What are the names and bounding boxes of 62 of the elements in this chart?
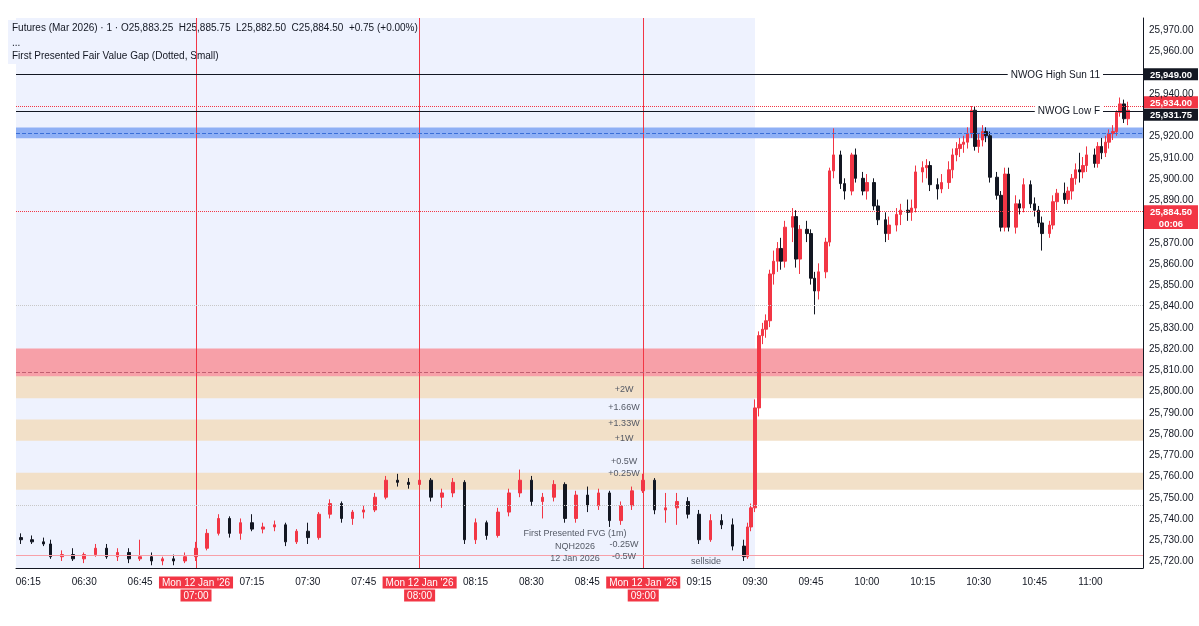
- annotation: -0.5W: [611, 551, 637, 561]
- y-tick-label: 25,770.00: [1149, 449, 1194, 461]
- y-tick-label: 25,720.00: [1149, 555, 1194, 567]
- x-tick-label: 06:45: [127, 575, 154, 587]
- x-tick-label: 06:15: [15, 575, 42, 587]
- y-tick-label: 25,820.00: [1149, 342, 1194, 354]
- annotation: First Presented FVG (1m): [523, 528, 627, 538]
- x-tick-label: 08:45: [574, 575, 601, 587]
- annotation: +0.5W: [610, 456, 638, 466]
- x-tick-label: 07:45: [351, 575, 377, 587]
- y-tick-label: 25,949.00: [1149, 68, 1193, 80]
- y-tick-label: 25,850.00: [1149, 279, 1194, 291]
- y-tick-label: 25,934.00: [1149, 96, 1193, 108]
- x-tick-label: 07:30: [295, 575, 321, 587]
- x-tick-label: Mon 12 Jan '26 09:00: [609, 577, 678, 601]
- y-tick-label: 25,740.00: [1149, 512, 1194, 524]
- y-tick-label: 25,900.00: [1149, 172, 1194, 184]
- y-tick-label: 25,780.00: [1149, 427, 1194, 439]
- x-tick-label: 08:30: [518, 575, 545, 587]
- y-tick-label: 25,730.00: [1149, 534, 1194, 546]
- annotation: +1.66W: [608, 402, 641, 412]
- y-tick-label: 25,960.00: [1149, 45, 1194, 57]
- y-tick-label: 25,920.00: [1149, 130, 1194, 142]
- annotation: 12 Jan 2026: [550, 553, 600, 563]
- y-tick-label: 25,810.00: [1149, 364, 1194, 376]
- y-tick-label: 25,910.00: [1149, 151, 1194, 163]
- x-tick-label: 09:30: [742, 575, 768, 587]
- y-tick-label: 25,840.00: [1149, 300, 1194, 312]
- y-tick-label: 25,750.00: [1149, 491, 1194, 503]
- x-tick-label: Mon 12 Jan '26 07:00: [161, 577, 231, 601]
- annotation: +2W: [614, 384, 634, 394]
- y-tick-label: 25,940.00: [1149, 87, 1194, 99]
- y-tick-label: 25,830.00: [1149, 321, 1194, 333]
- x-tick-label: 09:45: [798, 575, 824, 587]
- y-tick-label: 25,890.00: [1149, 194, 1194, 206]
- y-tick-label: 25,970.00: [1149, 23, 1194, 35]
- x-tick-label: 10:45: [1022, 575, 1048, 587]
- y-tick-label: 25,870.00: [1149, 236, 1194, 248]
- annotation: +0.25W: [608, 468, 641, 478]
- y-tick-label: 25,884.50: [1149, 205, 1193, 217]
- x-tick-label: 10:30: [966, 575, 992, 587]
- x-tick-label: 10:00: [854, 575, 880, 587]
- x-tick-label: 08:15: [463, 575, 489, 587]
- x-tick-label: 09:15: [686, 575, 713, 587]
- x-tick-label: 06:30: [71, 575, 98, 587]
- y-tick-label: 25,790.00: [1149, 406, 1194, 418]
- annotation: +1.33W: [608, 418, 641, 428]
- x-tick-label: 11:00: [1078, 575, 1104, 587]
- ref-line-label: NWOG Low F: [1037, 105, 1100, 117]
- annotation: sellside: [690, 556, 722, 566]
- text: 00:06: [1158, 217, 1184, 229]
- y-tick-label: 25,860.00: [1149, 257, 1194, 269]
- annotation: NQH2026: [554, 541, 596, 551]
- ref-line-label: NWOG High Sun 11: [1010, 68, 1101, 80]
- x-tick-label: Mon 12 Jan '26 08:00: [385, 577, 455, 601]
- y-tick-label: 25,931.75: [1149, 109, 1193, 121]
- y-tick-label: 25,760.00: [1149, 470, 1194, 482]
- x-tick-label: 07:15: [239, 575, 265, 587]
- y-tick-label: 25,800.00: [1149, 385, 1194, 397]
- annotation: -0.25W: [609, 539, 640, 549]
- x-tick-label: 10:15: [910, 575, 936, 587]
- annotation: +1W: [614, 433, 634, 443]
